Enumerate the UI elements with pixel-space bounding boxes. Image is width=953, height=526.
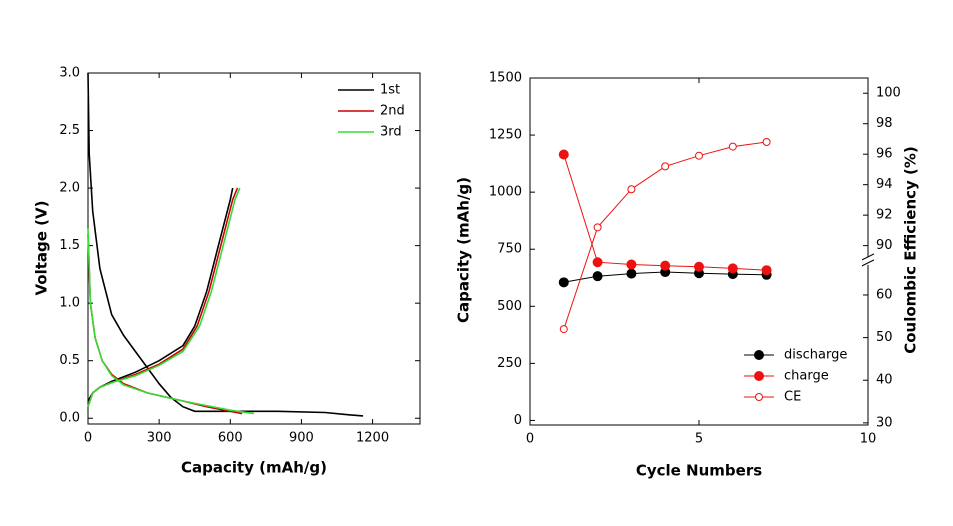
data-point xyxy=(558,149,569,160)
y2-tick-label: 30 xyxy=(876,415,893,430)
data-point xyxy=(626,268,637,279)
axis-break xyxy=(861,253,875,261)
y-tick-label: 2.0 xyxy=(59,181,80,196)
y-tick-label: 1.0 xyxy=(59,296,80,311)
data-point xyxy=(728,142,737,151)
legend-label: 2nd xyxy=(380,104,405,119)
x-tick-label: 5 xyxy=(695,432,703,447)
y2-tick-label: 96 xyxy=(876,147,893,162)
y2-axis-title: Coulombic Efficiency (%) xyxy=(902,146,920,354)
y-tick-label: 250 xyxy=(497,356,522,371)
x-tick-label: 1200 xyxy=(356,431,389,446)
y-tick-label: 0 xyxy=(514,413,522,428)
y2-tick-label: 50 xyxy=(876,330,893,345)
data-point xyxy=(762,138,771,147)
y-tick-label: 0.5 xyxy=(59,353,80,368)
data-line xyxy=(87,187,243,415)
legend-label: 3rd xyxy=(380,125,402,140)
legend-label: discharge xyxy=(784,348,847,363)
y-axis-title: Voltage (V) xyxy=(33,201,51,296)
x-tick-label: 10 xyxy=(860,432,877,447)
y2-tick-label: 40 xyxy=(876,373,893,388)
y2-tick-label: 60 xyxy=(876,287,893,302)
data-point xyxy=(559,325,568,334)
y2-tick-label: 100 xyxy=(876,86,901,101)
legend-label: CE xyxy=(784,390,801,405)
data-line xyxy=(87,187,255,415)
data-point xyxy=(626,259,637,270)
x-axis-title: Capacity (mAh/g) xyxy=(181,459,327,477)
x-tick-label: 900 xyxy=(289,431,314,446)
data-point xyxy=(592,257,603,268)
data-point xyxy=(694,261,704,272)
y-tick-label: 750 xyxy=(497,242,522,257)
y-tick-label: 1500 xyxy=(489,71,522,86)
y2-tick-label: 94 xyxy=(876,177,893,192)
data-point xyxy=(593,223,602,232)
y-tick-label: 1250 xyxy=(489,128,522,143)
y-tick-label: 500 xyxy=(497,299,522,314)
y-tick-label: 3.0 xyxy=(59,66,80,81)
data-point xyxy=(592,271,603,282)
data-point xyxy=(695,151,703,160)
x-tick-label: 300 xyxy=(147,431,172,446)
data-line xyxy=(563,154,767,271)
legend-marker xyxy=(754,371,764,381)
legend-label: 1st xyxy=(380,83,400,98)
data-point xyxy=(761,265,772,276)
data-point xyxy=(627,185,636,194)
x-axis-title: Cycle Numbers xyxy=(636,462,762,480)
y-axis-title: Capacity (mAh/g) xyxy=(455,177,473,323)
legend-marker xyxy=(754,350,764,360)
y-tick-label: 0.0 xyxy=(59,411,80,426)
x-tick-label: 600 xyxy=(218,431,243,446)
legend-marker xyxy=(755,393,763,401)
y2-tick-label: 98 xyxy=(876,116,893,131)
axis-break-gap xyxy=(862,256,874,265)
y-tick-label: 2.5 xyxy=(59,123,80,138)
x-tick-label: 0 xyxy=(526,432,534,447)
data-line xyxy=(87,72,364,417)
data-point xyxy=(558,277,569,288)
y-tick-label: 1000 xyxy=(489,185,522,200)
y2-tick-label: 92 xyxy=(876,208,893,223)
y-tick-label: 1.5 xyxy=(59,238,80,253)
data-point xyxy=(660,260,671,271)
legend-label: charge xyxy=(784,369,829,384)
data-point xyxy=(661,162,670,171)
data-point xyxy=(727,263,738,274)
axis-break xyxy=(861,259,875,267)
x-tick-label: 0 xyxy=(84,431,92,446)
y2-tick-label: 90 xyxy=(876,238,893,253)
